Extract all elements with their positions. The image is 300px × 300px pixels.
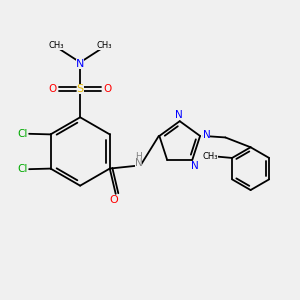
Text: H: H xyxy=(135,152,142,161)
Text: N: N xyxy=(203,130,211,140)
Text: N: N xyxy=(135,158,142,168)
Text: N: N xyxy=(175,110,182,120)
Text: Cl: Cl xyxy=(17,129,28,139)
Text: CH₃: CH₃ xyxy=(96,41,112,50)
Text: CH₃: CH₃ xyxy=(49,41,64,50)
Text: O: O xyxy=(110,195,118,206)
Text: Cl: Cl xyxy=(17,164,28,174)
Text: N: N xyxy=(76,59,84,69)
Text: N: N xyxy=(191,161,199,171)
Text: S: S xyxy=(76,84,84,94)
Text: O: O xyxy=(103,84,112,94)
Text: O: O xyxy=(49,84,57,94)
Text: CH₃: CH₃ xyxy=(202,152,218,161)
